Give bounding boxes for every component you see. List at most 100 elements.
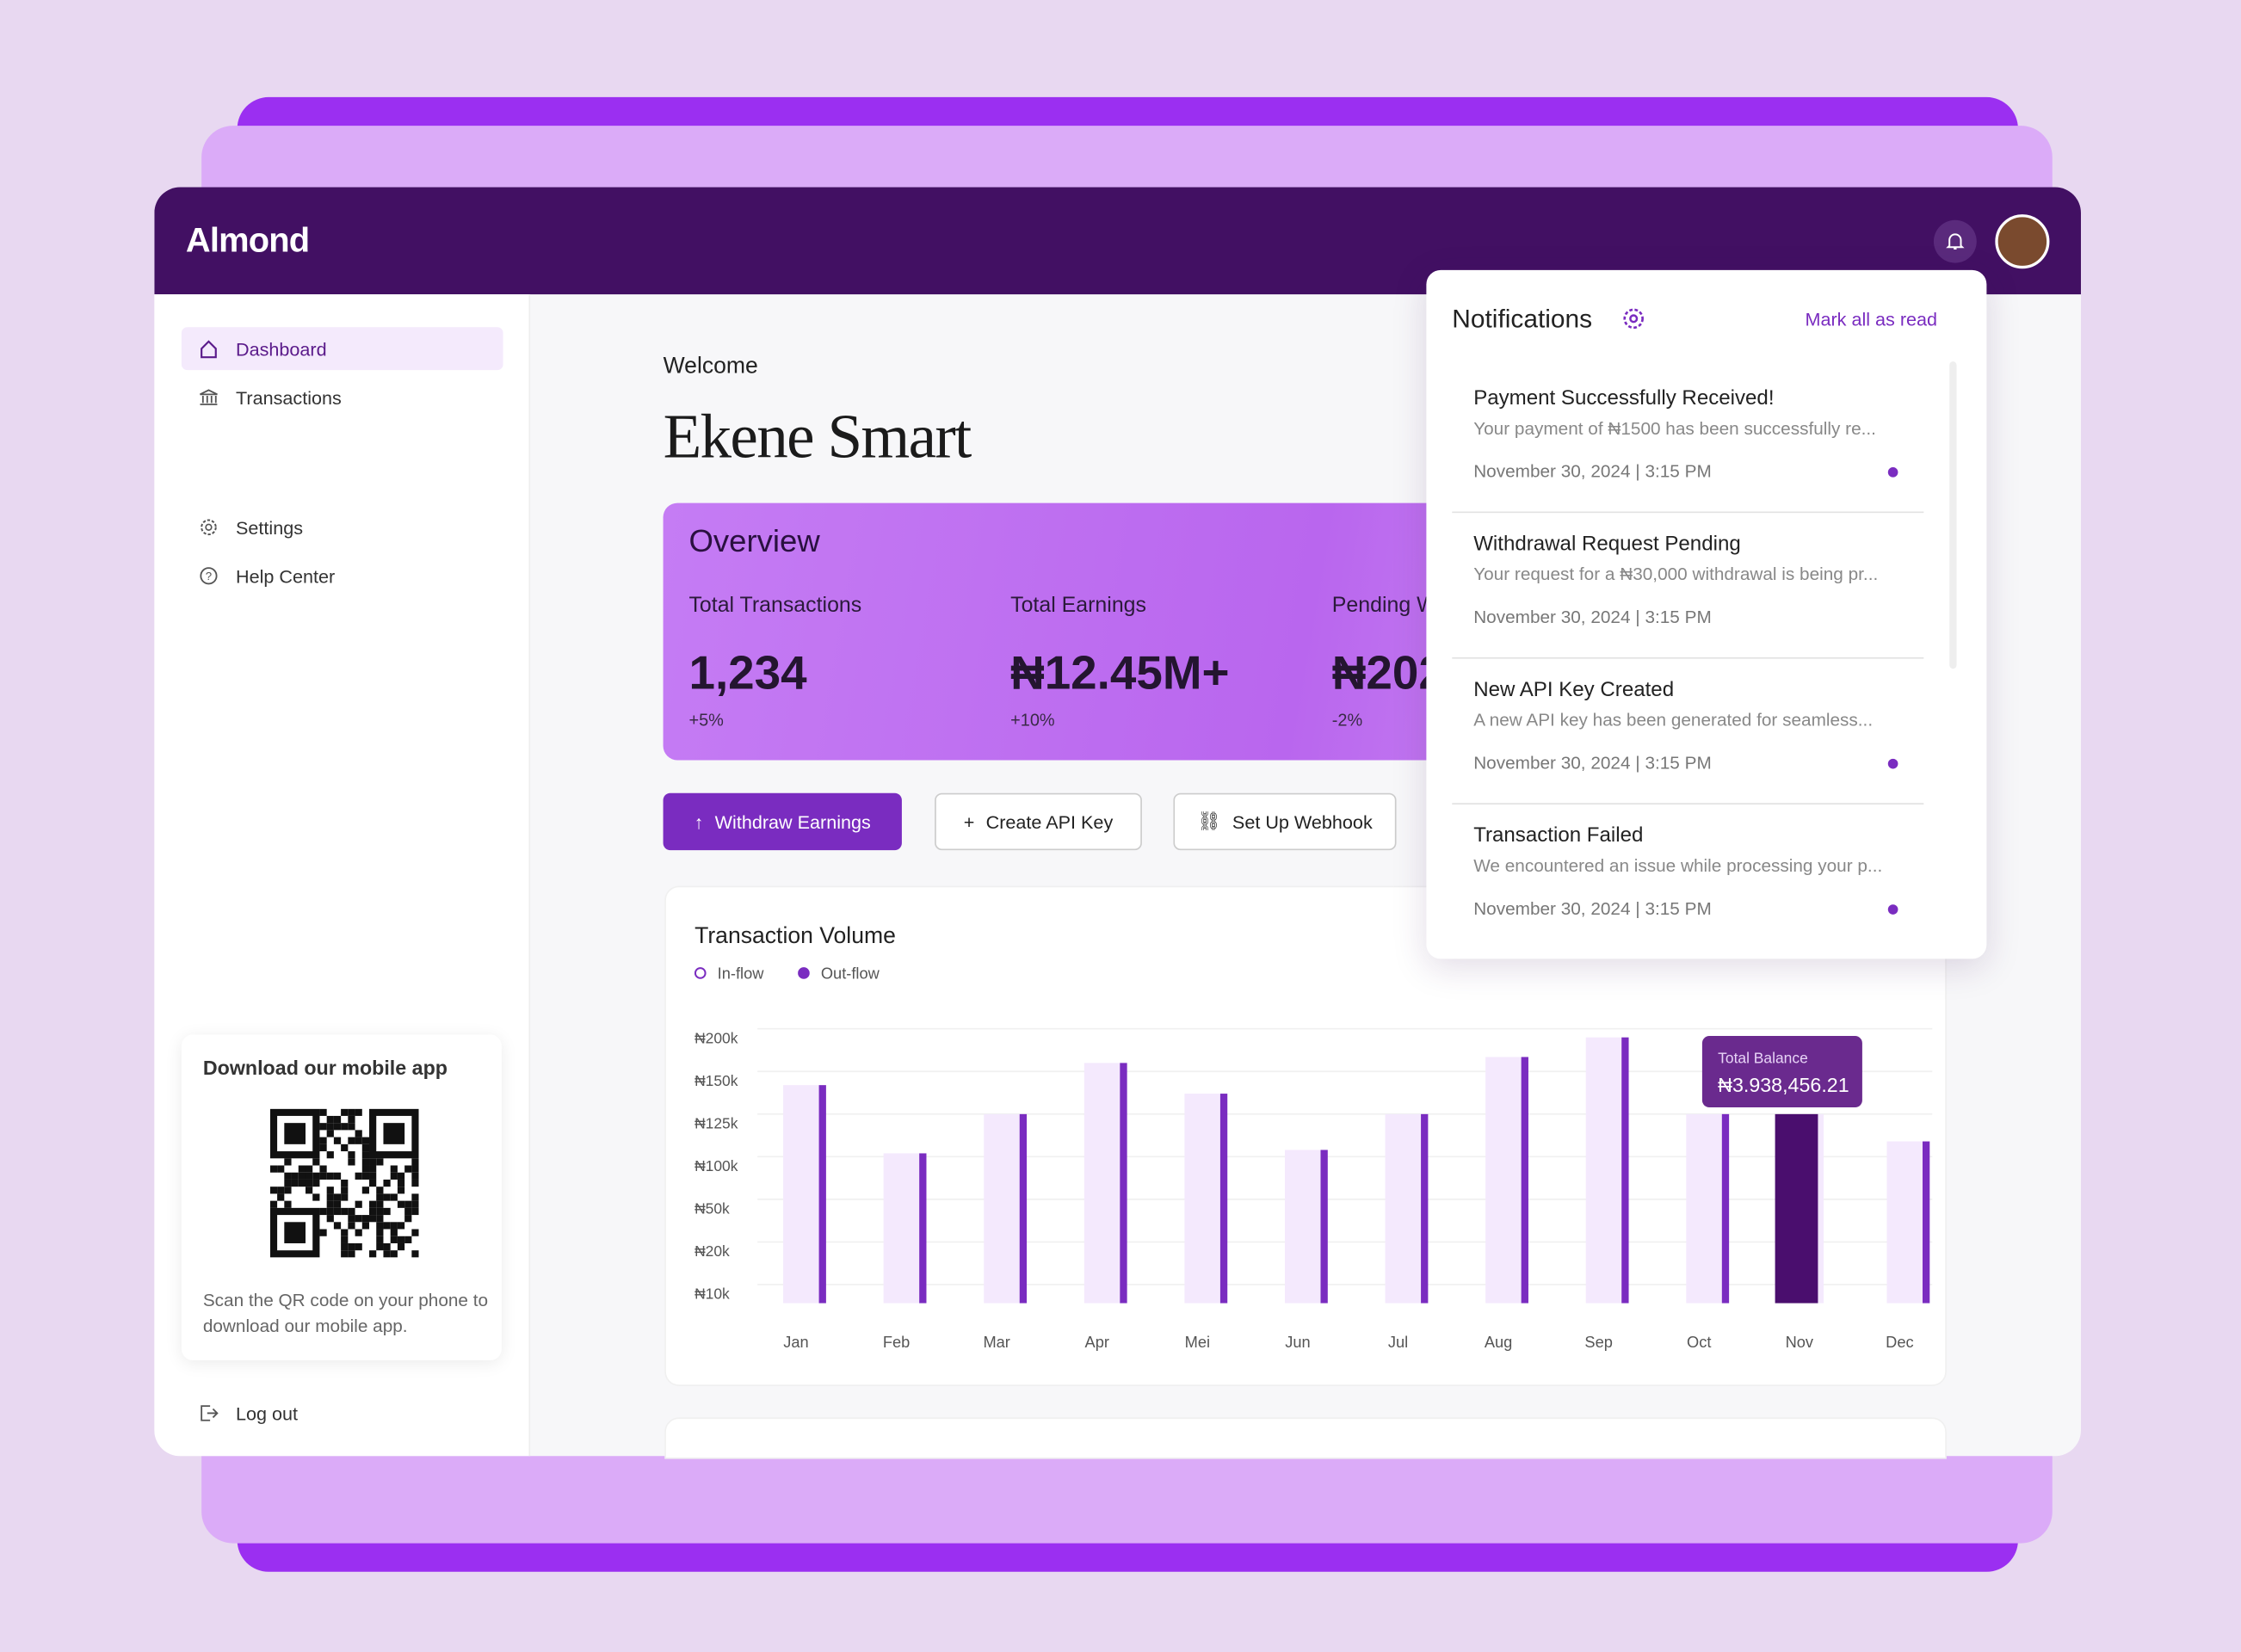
qr-finder — [369, 1108, 419, 1159]
qr-module — [376, 1200, 384, 1208]
qr-module — [284, 1187, 292, 1194]
qr-module — [305, 1172, 313, 1180]
stat-change: +5% — [688, 710, 724, 730]
qr-module — [291, 1172, 299, 1180]
qr-module — [341, 1193, 349, 1201]
notification-item[interactable]: Withdrawal Request Pending Your request f… — [1452, 513, 1924, 659]
nav-label: Log out — [236, 1402, 299, 1424]
qr-module — [376, 1222, 384, 1230]
nav-label: Dashboard — [236, 337, 327, 360]
outflow-bar — [1521, 1057, 1528, 1304]
bell-icon — [1946, 233, 1965, 250]
qr-module — [341, 1242, 349, 1251]
y-tick-label: ₦50k — [695, 1199, 730, 1217]
qr-module — [341, 1207, 349, 1216]
qr-module — [326, 1200, 334, 1208]
qr-module — [348, 1137, 355, 1144]
notification-item[interactable]: New API Key Created A new API key has bee… — [1452, 659, 1924, 804]
inflow-bar — [783, 1085, 821, 1304]
notification-item[interactable]: Payment Successfully Received! Your payme… — [1452, 367, 1924, 514]
qr-finder — [284, 1123, 306, 1144]
outflow-bar — [1775, 1113, 1818, 1304]
qr-module — [376, 1236, 384, 1243]
qr-module — [326, 1187, 334, 1194]
qr-module — [376, 1207, 384, 1216]
qr-module — [319, 1229, 327, 1236]
notification-title: Withdrawal Request Pending — [1473, 533, 1741, 557]
inflow-bar — [984, 1113, 1022, 1304]
qr-module — [361, 1187, 370, 1194]
qr-module — [319, 1207, 327, 1216]
settings-icon[interactable] — [1622, 307, 1645, 330]
qr-module — [348, 1151, 355, 1159]
notification-item[interactable]: Transaction Failed We encountered an issu… — [1452, 804, 1923, 949]
qr-module — [305, 1179, 313, 1187]
qr-module — [411, 1179, 419, 1187]
notification-bell[interactable] — [1933, 219, 1977, 263]
qr-module — [361, 1143, 370, 1152]
qr-module — [361, 1222, 370, 1230]
notification-title: Payment Successfully Received! — [1473, 387, 1775, 410]
qr-module — [376, 1158, 384, 1166]
qr-module — [277, 1193, 285, 1201]
qr-module — [348, 1207, 355, 1216]
stat-value: ₦202 — [1331, 645, 1445, 700]
qr-module — [411, 1200, 419, 1208]
qr-module — [383, 1222, 391, 1230]
qr-module — [326, 1193, 334, 1201]
qr-module — [390, 1236, 398, 1243]
nav-transactions[interactable]: Transactions — [182, 376, 503, 419]
qr-module — [404, 1165, 412, 1173]
nav-dashboard[interactable]: Dashboard — [181, 327, 503, 371]
inflow-bar — [1686, 1113, 1724, 1304]
notification-time: November 30, 2024 | 3:15 PM — [1473, 898, 1712, 919]
qr-module — [369, 1158, 377, 1166]
qr-module — [348, 1108, 355, 1116]
qr-module — [341, 1179, 349, 1187]
stat-change: +10% — [1010, 710, 1055, 730]
inflow-bar — [1385, 1113, 1423, 1304]
notification-title: Transaction Failed — [1473, 824, 1644, 848]
nav-settings[interactable]: Settings — [182, 506, 503, 549]
qr-module — [333, 1172, 342, 1180]
qr-module — [397, 1200, 405, 1208]
qr-module — [305, 1187, 313, 1194]
webhook-button[interactable]: ⛓ Set Up Webhook — [1173, 792, 1397, 851]
x-tick-label: Jun — [1285, 1333, 1310, 1351]
legend-label: Out-flow — [821, 965, 880, 983]
lower-card — [664, 1417, 1947, 1459]
avatar[interactable] — [1995, 214, 2050, 269]
qr-module — [383, 1250, 391, 1258]
qr-module — [341, 1250, 349, 1258]
stat-label: Total Transactions — [688, 593, 862, 618]
notification-title: New API Key Created — [1473, 678, 1675, 702]
qr-module — [333, 1222, 342, 1230]
stat-change: -2% — [1331, 710, 1363, 730]
mark-all-read[interactable]: Mark all as read — [1805, 308, 1938, 330]
qr-module — [348, 1222, 355, 1230]
x-tick-label: Sep — [1584, 1333, 1612, 1351]
qr-module — [376, 1242, 384, 1251]
qr-module — [277, 1187, 285, 1194]
qr-module — [341, 1108, 349, 1116]
qr-module — [312, 1179, 320, 1187]
qr-module — [348, 1123, 355, 1131]
qr-module — [319, 1123, 327, 1131]
qr-module — [397, 1242, 405, 1251]
qr-module — [348, 1250, 355, 1258]
qr-module — [411, 1207, 419, 1216]
nav-logout[interactable]: Log out — [182, 1392, 503, 1435]
withdraw-button[interactable]: ↑ Withdraw Earnings — [663, 792, 902, 851]
qr-module — [284, 1179, 292, 1187]
nav-help[interactable]: ? Help Center — [182, 554, 503, 597]
qr-module — [404, 1207, 412, 1216]
y-tick-label: ₦150k — [695, 1072, 738, 1089]
qr-module — [333, 1115, 342, 1124]
qr-finder — [284, 1222, 306, 1243]
scrollbar — [1949, 361, 1957, 669]
svg-text:?: ? — [206, 570, 212, 583]
legend-marker — [798, 967, 810, 979]
qr-module — [326, 1115, 334, 1124]
api-key-button[interactable]: + Create API Key — [935, 792, 1142, 851]
qr-module — [361, 1165, 370, 1173]
